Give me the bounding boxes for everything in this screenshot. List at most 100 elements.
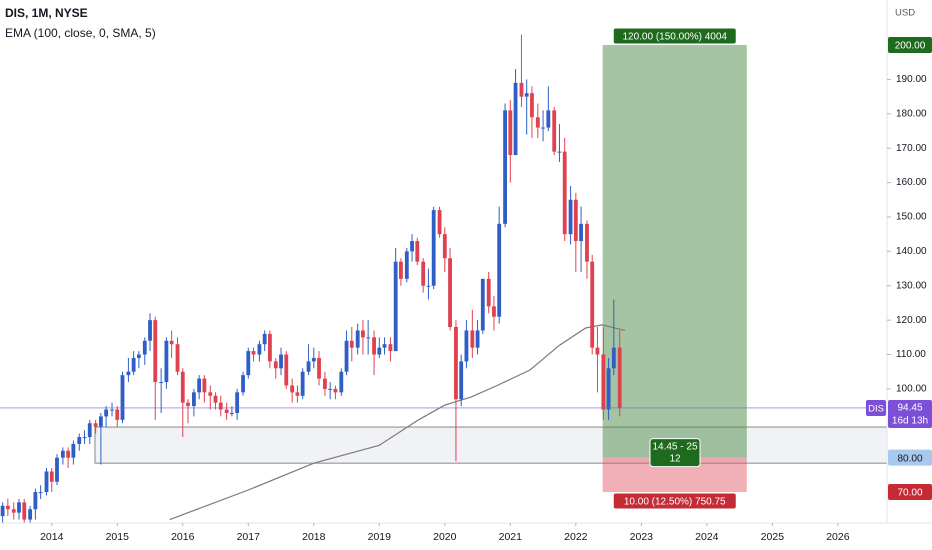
candle-body (246, 351, 251, 376)
candle-body (22, 502, 27, 520)
x-tick-label: 2014 (40, 531, 64, 543)
candle-body (535, 117, 540, 128)
candle-body (459, 361, 464, 400)
candle-body (77, 437, 82, 444)
candle-body (333, 388, 338, 393)
candle-body (317, 357, 321, 379)
candle-body (361, 330, 365, 338)
x-tick-label: 2018 (302, 531, 326, 543)
candle-body (235, 392, 240, 413)
candle-body (295, 392, 300, 396)
candle-body (262, 333, 267, 345)
candle-body (497, 223, 502, 317)
x-tick-label: 2017 (237, 531, 261, 543)
candle-body (273, 361, 278, 369)
candle-body (480, 278, 485, 331)
candle-body (415, 241, 420, 262)
x-tick-label: 2020 (433, 531, 457, 543)
candle-body (224, 409, 229, 413)
candle-body (541, 127, 545, 129)
candle-body (601, 354, 606, 410)
x-tick-label: 2023 (630, 531, 654, 543)
last-price: 94.45 (897, 403, 922, 414)
candle-body (503, 110, 507, 224)
candle-body (60, 450, 65, 458)
candle-body (93, 423, 98, 427)
candle-body (366, 337, 371, 339)
plot-area (0, 34, 887, 523)
candle-body (191, 392, 196, 407)
candle-body (475, 330, 480, 348)
candle-body (349, 340, 354, 348)
candle-body (611, 347, 616, 369)
candle-body (126, 371, 131, 376)
currency-label: USD (895, 8, 915, 19)
candle-body (229, 412, 234, 414)
candle-body (339, 371, 344, 393)
candle-body (175, 344, 180, 372)
candle-body (508, 110, 513, 156)
x-tick-label: 2015 (106, 531, 130, 543)
price-tag-box (888, 37, 932, 54)
center-sublabel: 12 (669, 453, 681, 464)
candle-body (437, 210, 442, 235)
candle-body (464, 330, 469, 362)
candle-body (552, 110, 557, 152)
y-tick-label: 140.00 (896, 246, 927, 257)
candle-body (159, 382, 164, 384)
candle-body (377, 347, 382, 355)
candle-body (197, 378, 202, 393)
candle-body (251, 351, 256, 355)
candle-body (33, 492, 38, 510)
candle-body (344, 340, 349, 372)
candle-body (470, 330, 475, 348)
support-zone (94, 426, 887, 464)
candle-body (519, 82, 524, 97)
candle-body (328, 388, 333, 390)
target-label-box (613, 28, 736, 44)
candle-body (557, 151, 562, 153)
stop-label: 10.00 (12.50%) 750.75 (624, 497, 726, 508)
last-price-box (888, 399, 932, 428)
candle-body (44, 471, 49, 493)
candle-body (267, 333, 272, 362)
candle-body (55, 457, 59, 482)
candle-body (87, 423, 92, 438)
candle-body (279, 354, 283, 369)
price-tag: 70.00 (897, 488, 922, 499)
candle-body (399, 261, 403, 279)
stop-label-box (613, 493, 736, 509)
y-tick-label: 150.00 (896, 212, 927, 223)
x-tick-label: 2026 (826, 531, 850, 543)
y-tick-label: 130.00 (896, 280, 927, 291)
x-tick-label: 2016 (171, 531, 195, 543)
price-tag: 80.00 (897, 453, 922, 464)
candle-body (17, 502, 21, 513)
candle-body (562, 151, 567, 235)
candle-body (110, 409, 114, 411)
symbol-tag-box (866, 399, 886, 416)
candle-body (306, 361, 311, 372)
candle-body (71, 443, 76, 458)
candle-body (404, 251, 409, 279)
price-tag: 200.00 (895, 41, 926, 52)
candle-body (131, 357, 136, 372)
price-tag-box (888, 484, 932, 501)
candle-body (218, 402, 223, 410)
candle-body (617, 347, 622, 408)
candle-body (186, 402, 190, 407)
candle-body (98, 416, 103, 427)
y-tick-label: 190.00 (896, 74, 927, 85)
candle-body (431, 210, 436, 286)
candle-body (82, 437, 87, 439)
candle-body (0, 505, 5, 517)
candle-body (372, 337, 376, 355)
candle-body (164, 340, 169, 383)
candle-body (49, 471, 54, 482)
x-tick-label: 2022 (564, 531, 588, 543)
candle-body (300, 371, 305, 396)
countdown: 16d 13h (892, 416, 928, 427)
target-area (602, 45, 747, 458)
